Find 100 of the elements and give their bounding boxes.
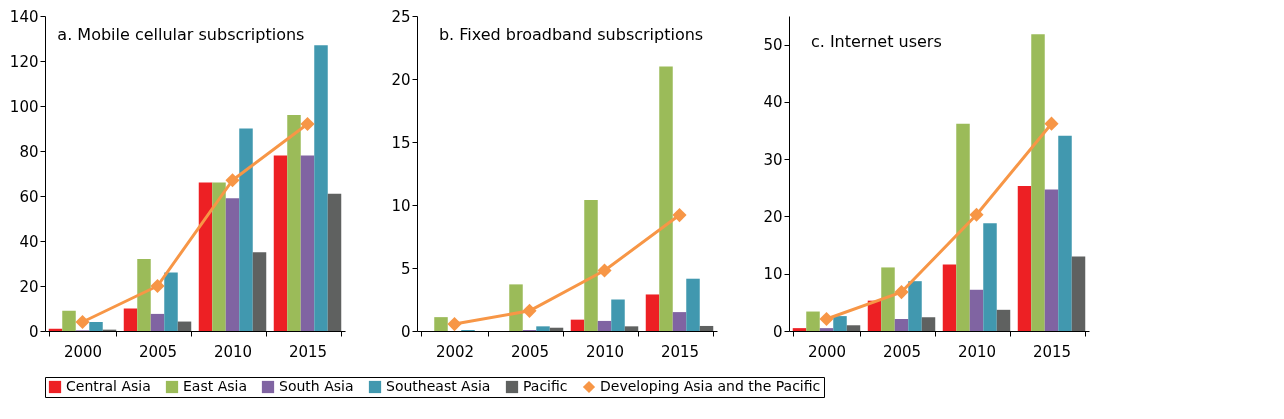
bar <box>894 318 909 331</box>
bar <box>287 115 301 331</box>
point <box>447 317 462 332</box>
x-tick-label: 2005 <box>138 342 178 361</box>
y-tick-label: 20 <box>391 70 411 89</box>
bar <box>833 316 847 331</box>
point <box>150 278 165 294</box>
bar <box>1017 186 1032 331</box>
x-tick-label: 2005 <box>882 342 922 361</box>
text: c. Internet users <box>810 32 942 51</box>
bar <box>314 45 328 331</box>
y-tick-label: 25 <box>391 7 411 26</box>
x-tick-label: 2000 <box>63 342 103 361</box>
bar <box>611 299 625 331</box>
bar <box>672 312 687 331</box>
y-tick-label: 60 <box>19 187 39 206</box>
point <box>1044 116 1059 131</box>
legend-label: Pacific <box>523 378 568 394</box>
bar <box>89 322 103 331</box>
x-tick-label: 2005 <box>510 342 550 361</box>
y-tick-label: 20 <box>763 207 783 226</box>
bar <box>969 289 984 331</box>
x-tick-label: 2015 <box>1032 342 1072 361</box>
bar <box>212 182 226 331</box>
bar <box>327 193 342 331</box>
bar <box>792 328 807 331</box>
point <box>597 263 612 278</box>
bar <box>699 325 714 331</box>
y-tick-label: 0 <box>28 322 39 341</box>
legend-label: East Asia <box>183 378 247 394</box>
y-tick-label: 15 <box>391 133 411 152</box>
legend-label: Developing Asia and the Pacific <box>600 378 821 394</box>
bar <box>806 311 820 331</box>
bar <box>956 123 970 331</box>
y-tick-label: 40 <box>763 93 783 112</box>
bar <box>597 320 612 331</box>
bar <box>996 309 1011 331</box>
bar <box>509 284 523 331</box>
bar <box>942 264 957 331</box>
bar <box>819 328 834 331</box>
legend-label: Central Asia <box>66 378 151 394</box>
legend-label: Southeast Asia <box>386 378 491 394</box>
bar <box>536 326 550 331</box>
bar <box>177 321 192 331</box>
y-tick-label: 5 <box>400 259 411 278</box>
bar <box>198 182 213 331</box>
y-tick-label: 100 <box>9 97 39 116</box>
text: b. Fixed broadband subscriptions <box>438 25 704 44</box>
bar <box>62 310 76 331</box>
bar <box>1058 135 1072 331</box>
bar <box>584 199 598 331</box>
bar <box>1044 189 1059 331</box>
x-tick-label: 2015 <box>660 342 700 361</box>
bar <box>846 325 861 331</box>
y-tick-label: 80 <box>19 142 39 161</box>
point <box>522 303 537 318</box>
bar <box>659 66 673 331</box>
point <box>819 311 834 327</box>
y-tick-label: 50 <box>763 36 783 55</box>
bar <box>164 272 178 331</box>
x-tick-label: 2002 <box>435 342 475 361</box>
bar <box>570 319 585 331</box>
point <box>969 207 984 222</box>
point <box>75 314 90 330</box>
bar <box>983 223 997 331</box>
x-tick-label: 2010 <box>585 342 625 361</box>
y-tick-label: 10 <box>391 196 411 215</box>
y-tick-label: 40 <box>19 232 39 251</box>
bar <box>252 252 267 331</box>
bar <box>225 198 240 331</box>
bar <box>434 317 448 331</box>
y-tick-label: 120 <box>9 52 39 71</box>
x-tick-label: 2000 <box>807 342 847 361</box>
bar <box>624 326 639 331</box>
bar <box>150 313 165 331</box>
x-tick-label: 2010 <box>213 342 253 361</box>
y-tick-label: 20 <box>19 277 39 296</box>
x-tick-label: 2015 <box>288 342 328 361</box>
y-tick-label: 0 <box>400 322 411 341</box>
y-tick-label: 0 <box>772 322 783 341</box>
bar <box>921 317 936 331</box>
bar <box>686 278 700 331</box>
text: a. Mobile cellular subscriptions <box>57 25 305 44</box>
point <box>672 208 687 223</box>
bar <box>881 267 895 331</box>
x-tick-label: 2010 <box>957 342 997 361</box>
point <box>300 116 315 132</box>
y-tick-label: 140 <box>9 7 39 26</box>
point <box>894 284 909 300</box>
bar <box>239 128 253 331</box>
point <box>225 173 240 188</box>
bar <box>1071 256 1086 331</box>
bar <box>1031 34 1045 331</box>
bar <box>137 259 151 331</box>
y-tick-label: 30 <box>763 150 783 169</box>
bar <box>645 294 660 331</box>
bar <box>300 155 315 331</box>
bar <box>123 308 138 331</box>
bar <box>908 281 922 331</box>
y-tick-label: 10 <box>763 265 783 284</box>
